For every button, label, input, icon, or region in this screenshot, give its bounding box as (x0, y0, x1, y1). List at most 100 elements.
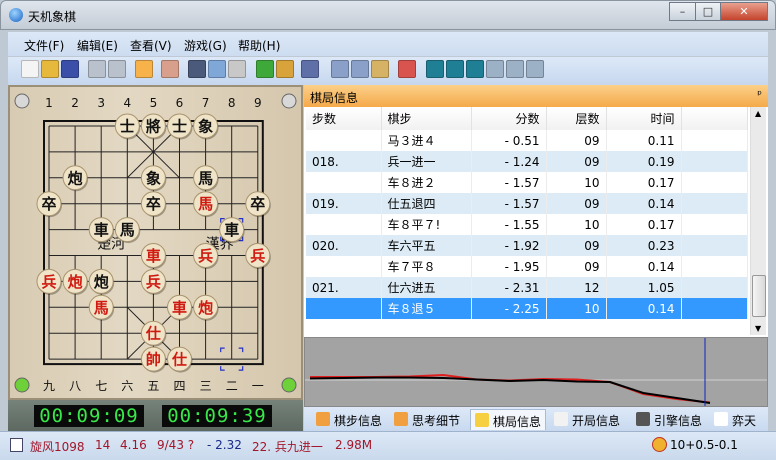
menu-game[interactable]: 游戏(G) (184, 39, 227, 53)
rook-icon[interactable] (188, 60, 206, 78)
thermometer-icon[interactable] (161, 60, 179, 78)
table-row[interactable]: 车７平８- 1.95 09 0.14 (306, 256, 748, 277)
menu-edit[interactable]: 编辑(E) (77, 39, 118, 53)
pin-icon[interactable]: ᵖ (757, 88, 762, 101)
table-row[interactable]: 车８进２- 1.57 10 0.17 (306, 172, 748, 193)
piece-label: 仕 (171, 351, 187, 369)
table-row[interactable]: 车８平７! - 1.55 10 0.17 (306, 214, 748, 235)
table-row[interactable]: 021. 仕六进五 - 2.31 12 1.05 (306, 277, 748, 298)
cell-score: - 1.57 (471, 172, 547, 193)
col-depth[interactable]: 层数 (546, 107, 607, 130)
rewind-icon[interactable] (446, 60, 464, 78)
col-move[interactable]: 棋步 (381, 107, 472, 130)
tab-0[interactable]: 棋步信息 (312, 409, 386, 430)
close-button[interactable]: ✕ (720, 2, 768, 21)
cell-score: - 1.24 (471, 151, 547, 172)
piece-red[interactable]: 仕 (167, 346, 193, 373)
undo-icon[interactable] (398, 60, 416, 78)
piece-black[interactable]: 炮 (62, 165, 89, 192)
piece-red[interactable]: 帥 (140, 346, 167, 373)
minimize-button[interactable]: – (669, 2, 696, 21)
table-row[interactable]: 019. 仕五退四 - 1.57 09 0.14 (306, 193, 748, 214)
file-label-bottom: 五 (147, 379, 159, 393)
table-scrollbar[interactable]: ▲ ▼ (750, 107, 766, 335)
search-icon[interactable] (135, 60, 153, 78)
table-row[interactable]: 车８退５- 2.25 10 0.14 (306, 298, 748, 319)
piece-black[interactable]: 將 (140, 113, 167, 140)
piece-red[interactable]: 車 (167, 294, 193, 321)
prev-icon[interactable] (466, 60, 484, 78)
piece-black[interactable]: 卒 (140, 191, 167, 218)
piece-red[interactable]: 車 (140, 243, 167, 270)
last-icon[interactable] (526, 60, 544, 78)
piece-black[interactable]: 馬 (114, 217, 141, 244)
piece-black[interactable]: 炮 (88, 268, 115, 295)
piece-red[interactable]: 仕 (140, 320, 167, 347)
piece-label: 卒 (146, 195, 161, 213)
scroll-thumb[interactable] (752, 275, 766, 317)
piece-red[interactable]: 兵 (140, 268, 167, 295)
col-time[interactable]: 时间 (606, 107, 682, 130)
piece-black[interactable]: 象 (193, 113, 219, 140)
corner-indicator (14, 377, 30, 393)
tab-4[interactable]: 引擎信息 (632, 409, 706, 430)
engine-checkbox[interactable] (10, 438, 23, 452)
cell-score: - 1.57 (471, 193, 547, 214)
next-icon[interactable] (486, 60, 504, 78)
tab-3[interactable]: 开局信息 (550, 409, 624, 430)
cell-step (306, 130, 382, 151)
piece-red[interactable]: 馬 (88, 294, 115, 321)
piece-red[interactable]: 兵 (36, 268, 62, 295)
copy-icon[interactable] (331, 60, 349, 78)
tab-2[interactable]: 棋局信息 (470, 409, 547, 430)
piece-red[interactable]: 馬 (193, 191, 219, 218)
piece-black[interactable]: 車 (219, 217, 245, 244)
monitor-icon[interactable] (88, 60, 106, 78)
flag-arrow-icon[interactable] (256, 60, 274, 78)
maximize-button[interactable]: □ (695, 2, 721, 21)
cell-time: 0.17 (606, 172, 682, 193)
piece-black[interactable]: 士 (167, 113, 193, 140)
table-row[interactable]: 020. 车六平五 - 1.92 09 0.23 (306, 235, 748, 256)
cell-move: 马３进４ (381, 130, 472, 151)
piece-red[interactable]: 炮 (193, 294, 219, 321)
fast-forward-icon[interactable] (506, 60, 524, 78)
piece-black[interactable]: 卒 (36, 191, 62, 218)
status-nodes: 9/43 ? (157, 438, 195, 452)
piece-black[interactable]: 馬 (193, 165, 219, 192)
menu-view[interactable]: 查看(V) (130, 39, 172, 53)
col-step[interactable]: 步数 (306, 107, 382, 130)
piece-label: 炮 (94, 273, 109, 291)
save-icon[interactable] (61, 60, 79, 78)
open-folder-icon[interactable] (41, 60, 59, 78)
table-row[interactable]: 马３进４- 0.51 09 0.11 (306, 130, 748, 151)
scroll-down-icon[interactable]: ▼ (755, 324, 762, 333)
xiangqi-board[interactable]: 楚河 漢界 1 九 2 八 3 七 4 六 5 五 6 四 7 三 8 二 9 一士將士象炮象馬卒卒馬卒車馬車車兵兵兵… (8, 85, 303, 400)
scroll-up-icon[interactable]: ▲ (755, 109, 762, 118)
piece-label: 象 (146, 169, 161, 187)
piece-red[interactable]: 兵 (245, 243, 271, 270)
notepad-icon (475, 413, 489, 427)
phone-icon[interactable] (208, 60, 226, 78)
monitor2-icon[interactable] (108, 60, 126, 78)
piece-black[interactable]: 象 (140, 165, 167, 192)
piece-black[interactable]: 士 (114, 113, 141, 140)
copy2-icon[interactable] (351, 60, 369, 78)
menu-help[interactable]: 帮助(H) (238, 39, 281, 53)
tab-5[interactable]: 弈天 (710, 409, 760, 430)
col-score[interactable]: 分数 (471, 107, 547, 130)
tab-1[interactable]: 思考细节 (390, 409, 464, 430)
piece-red[interactable]: 炮 (62, 268, 89, 295)
paste-icon[interactable] (371, 60, 389, 78)
g-icon[interactable] (228, 60, 246, 78)
new-icon[interactable] (21, 60, 39, 78)
thinking-icon (394, 412, 408, 426)
lock-icon[interactable] (276, 60, 294, 78)
menu-file[interactable]: 文件(F) (24, 39, 65, 53)
piece-black[interactable]: 卒 (245, 191, 271, 218)
settings-doc-icon[interactable] (301, 60, 319, 78)
first-icon[interactable] (426, 60, 444, 78)
table-row[interactable]: 018. 兵一进一 - 1.24 09 0.19 (306, 151, 748, 172)
piece-red[interactable]: 兵 (193, 243, 219, 270)
piece-black[interactable]: 車 (88, 217, 115, 244)
